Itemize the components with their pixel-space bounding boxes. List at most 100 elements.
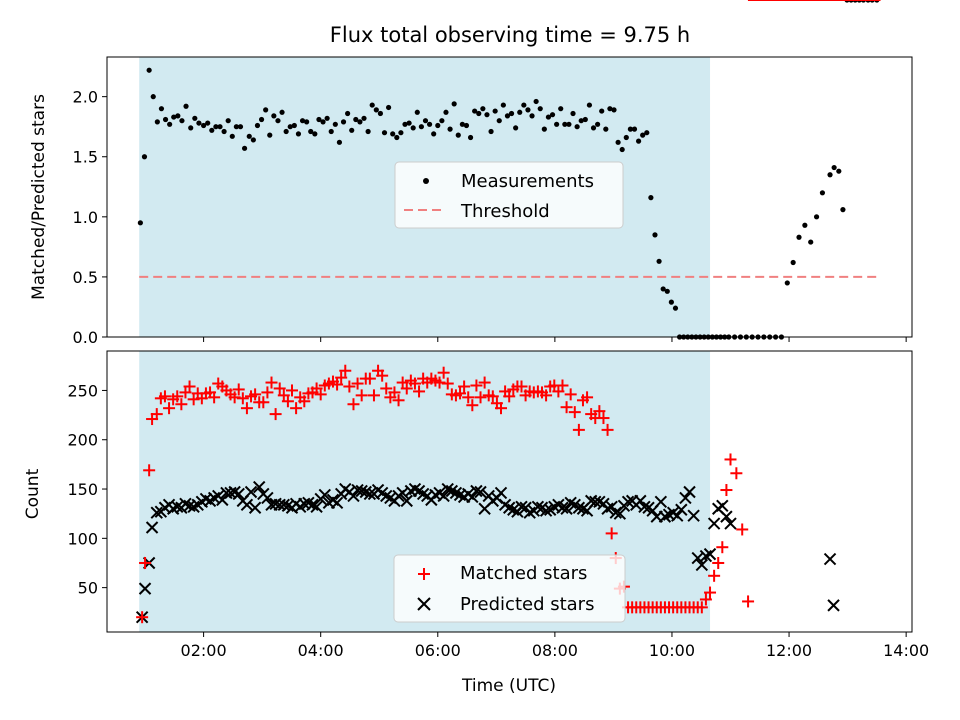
predicted-star-point (145, 521, 159, 534)
matched-star-point (605, 527, 618, 540)
measurement-point (361, 115, 367, 121)
predicted-legend-label: Predicted stars (460, 594, 594, 615)
matched-star-point (474, 391, 487, 404)
matched-star-point (466, 399, 479, 412)
measurement-point (205, 120, 211, 126)
predicted-star-stroke (724, 517, 737, 530)
matched-star-point (139, 556, 152, 569)
count-points (135, 0, 881, 624)
measurement-point (316, 116, 322, 123)
measurement-point (353, 116, 359, 123)
measurement-point (640, 132, 646, 138)
measurement-point (784, 280, 790, 286)
matched-star-point (708, 569, 721, 582)
measurement-point (426, 121, 433, 127)
matched-star-point (175, 398, 188, 411)
predicted-star-point (613, 507, 627, 520)
predicted-star-stroke (638, 500, 651, 513)
measurement-point (500, 102, 506, 108)
matched-star-point (441, 377, 454, 390)
predicted-star-stroke (470, 484, 483, 498)
predicted-star-stroke (396, 486, 409, 500)
measurement-point (447, 126, 453, 132)
measurement-point (574, 124, 580, 130)
bottom-y-tick-label: 250 (67, 381, 98, 400)
matched-star-point (392, 394, 405, 407)
measurement-point (607, 106, 613, 112)
predicted-star-stroke (679, 491, 692, 505)
predicted-star-point (494, 486, 508, 500)
measurement-point (369, 102, 375, 108)
matched-star-point (376, 369, 389, 382)
measurement-point (813, 214, 820, 220)
predicted-star-stroke (261, 491, 274, 505)
matched-star-point (601, 423, 614, 436)
predicted-star-stroke (277, 498, 291, 512)
matched-star-point (540, 389, 553, 402)
measurement-point (472, 108, 478, 114)
predicted-star-stroke (720, 510, 733, 523)
predicted-star-point (720, 510, 733, 523)
predicted-star-point (679, 491, 692, 505)
measurement-point (517, 109, 523, 115)
matched-star-point (150, 408, 163, 421)
measurement-point (443, 109, 449, 115)
predicted-star-stroke (503, 501, 516, 514)
measurement-point (508, 110, 515, 117)
measurement-point (221, 128, 227, 135)
matched-star-point (742, 595, 755, 608)
measurement-point (827, 172, 833, 178)
measurement-point (324, 115, 330, 121)
measurement-point (390, 131, 396, 137)
top-panel: 0.00.51.01.52.0 Matched/Predicted stars … (29, 0, 913, 347)
predicted-star-stroke (228, 485, 241, 499)
measurement-point (648, 195, 654, 201)
predicted-star-stroke (531, 500, 545, 513)
bottom-axes-frame (106, 350, 913, 633)
predicted-star-stroke (416, 487, 430, 501)
measurement-point (295, 131, 302, 137)
matched-star-point (597, 412, 610, 425)
top-x-ticks (203, 337, 907, 342)
threshold-legend-label: Threshold (460, 201, 550, 222)
predicted-star-stroke (330, 496, 344, 510)
measurement-point (365, 128, 371, 135)
matched-star-point (704, 586, 717, 599)
predicted-star-point (355, 484, 368, 498)
bottom-y-tick-label: 50 (78, 579, 98, 598)
measurement-point (394, 134, 400, 141)
measurement-point (836, 168, 842, 174)
predicted-star-point (531, 500, 545, 513)
measurement-point (398, 130, 404, 136)
measurement-point (808, 239, 814, 245)
predicted-star-point (466, 490, 479, 504)
measurement-point (439, 118, 445, 124)
matched-star-point (408, 377, 421, 390)
measurement-point (201, 122, 207, 129)
predicted-star-point (671, 509, 684, 522)
predicted-star-stroke (138, 582, 152, 595)
top-y-tick-label: 1.5 (73, 148, 98, 167)
measurement-point (623, 134, 629, 141)
measurements-legend-marker (423, 178, 429, 184)
matched-star-point (236, 392, 249, 405)
matched-star-point (564, 388, 577, 401)
predicted-star-point (823, 552, 837, 566)
matched-star-point (158, 390, 171, 403)
measurement-point (558, 106, 564, 112)
matched-star-point (298, 395, 311, 408)
predicted-star-point (363, 487, 377, 501)
measurement-point (308, 128, 314, 135)
matched-star-point (478, 376, 491, 389)
matched-star-point (249, 388, 262, 401)
measurement-point (582, 116, 588, 123)
bottom-y-axis-label: Count (23, 468, 43, 519)
measurement-point (162, 116, 169, 123)
measurement-point (545, 114, 552, 120)
measurement-point (414, 109, 420, 115)
measurement-point (229, 133, 235, 139)
top-y-tick-label: 1.0 (73, 208, 98, 227)
predicted-star-stroke (408, 482, 422, 496)
measurement-point (233, 124, 239, 130)
measurement-point (431, 131, 437, 137)
